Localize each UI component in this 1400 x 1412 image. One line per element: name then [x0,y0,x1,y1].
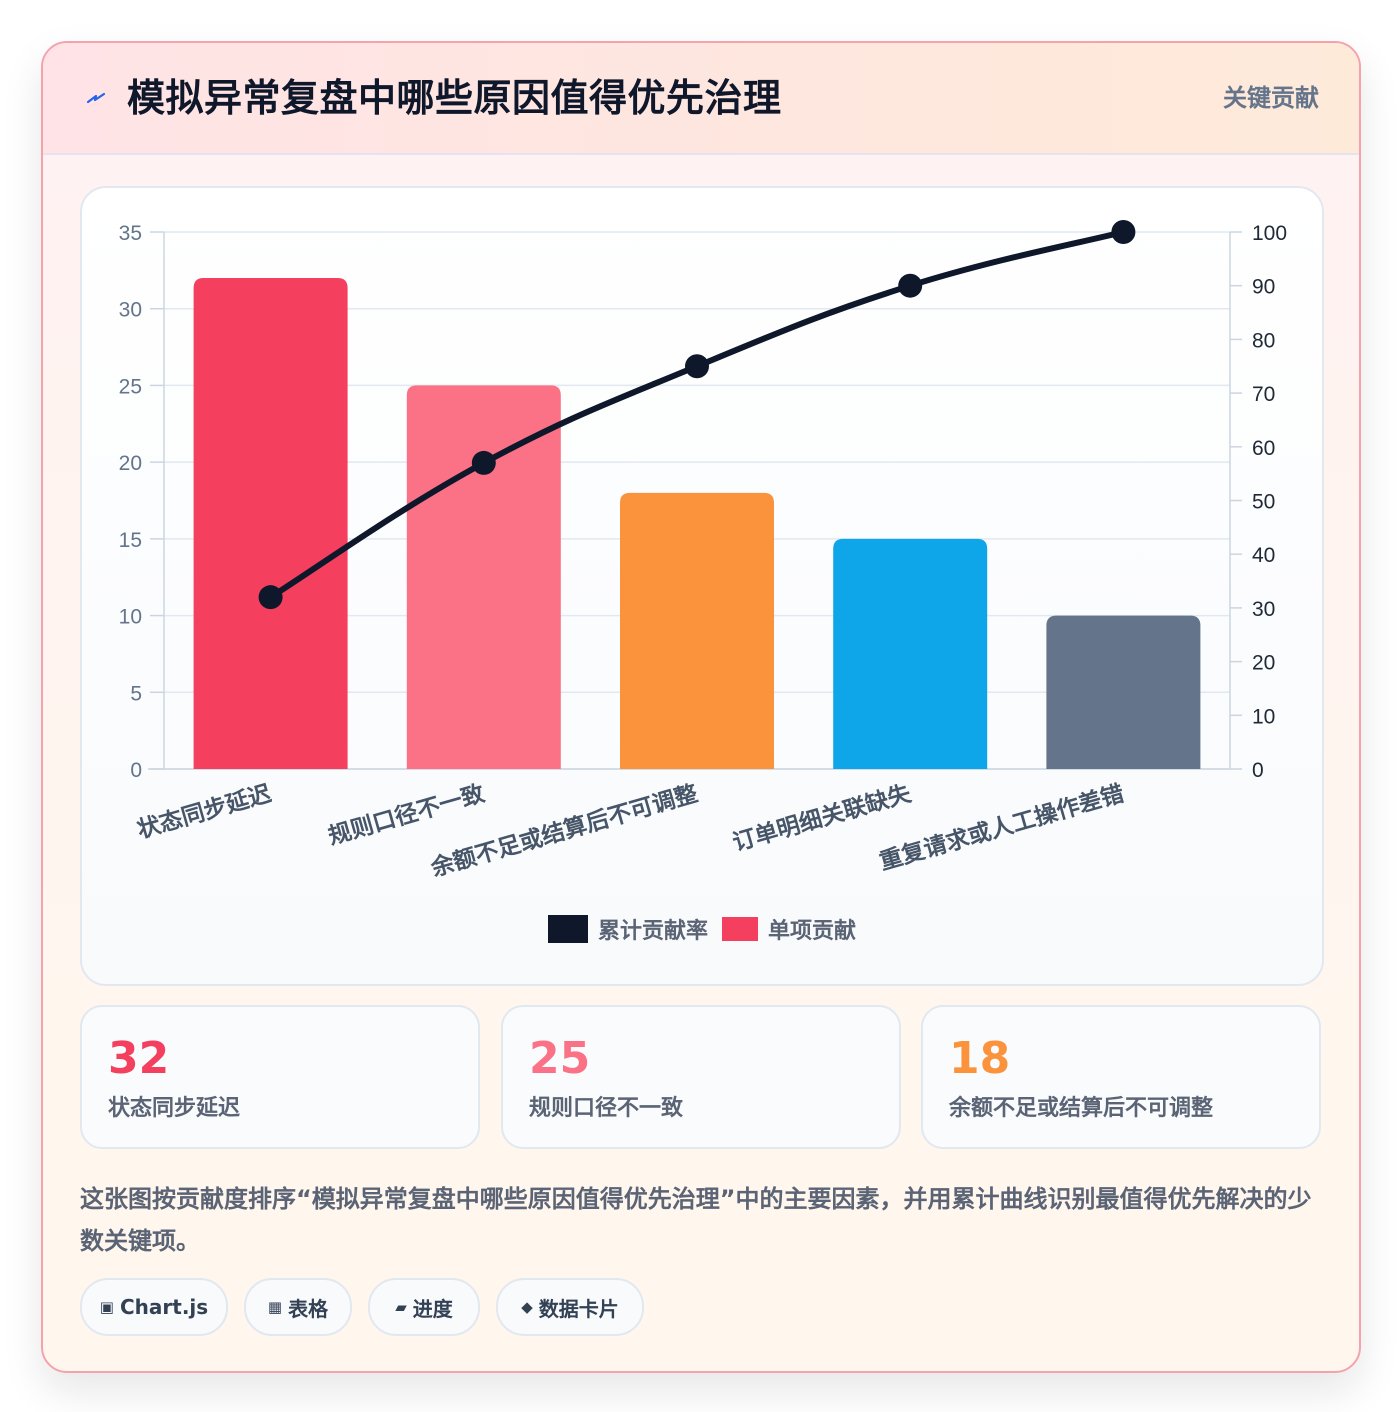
stat-value: 25 [529,1033,591,1084]
y2-tick-label: 20 [1252,652,1275,675]
stat-card: 25 规则口径不一致 [501,1005,901,1149]
cumulative-point [685,354,709,379]
tag-label: 表格 [288,1296,329,1321]
stat-label: 规则口径不一致 [529,1096,684,1121]
y-tick-label: 20 [119,452,142,475]
tag-label: 数据卡片 [538,1296,619,1321]
y-tick-label: 35 [119,222,142,245]
legend-swatch-single [722,917,758,941]
bar [833,538,988,769]
tag-label: 进度 [412,1296,453,1321]
cumulative-point [258,585,283,610]
stat-label: 余额不足或结算后不可调整 [949,1096,1214,1121]
bar [193,278,348,769]
legend-label-cumulative: 累计贡献率 [597,919,708,944]
cumulative-point [898,273,923,298]
y-tick-label: 0 [130,759,142,782]
lightning-icon [86,92,106,104]
key-contribution-badge: 关键贡献 [1223,84,1319,112]
y-tick-label: 10 [119,606,142,629]
legend-label-single: 单项贡献 [768,919,857,944]
y2-tick-label: 60 [1252,437,1275,460]
chart-panel: 0 5 10 15 20 25 30 35 0 10 20 30 40 50 60 70 80 90 100 状态同步… [80,186,1324,986]
y2-tick-label: 70 [1252,383,1275,406]
tag-progress[interactable]: ▰ 进度 [368,1278,480,1336]
tag-table[interactable]: ▦ 表格 [244,1278,352,1336]
y-tick-label: 25 [119,375,142,398]
stat-label: 状态同步延迟 [108,1096,241,1121]
y-tick-label: 15 [119,529,142,552]
stat-card: 18 余额不足或结算后不可调整 [921,1005,1321,1149]
stat-value: 18 [949,1033,1011,1084]
pareto-chart: 0 5 10 15 20 25 30 35 0 10 20 30 40 50 60 70 80 90 100 状态同步… [119,220,1287,882]
stat-card: 32 状态同步延迟 [80,1005,480,1149]
x-tick-label: 状态同步延迟 [134,780,274,844]
stat-cards: 32 状态同步延迟 25 规则口径不一致 18 余额不足或结算后不可调整 [80,1005,1324,1149]
y2-tick-label: 0 [1252,759,1264,782]
card-header: 模拟异常复盘中哪些原因值得优先治理 关键贡献 [43,43,1359,155]
bar [1046,615,1201,769]
legend-item-cumulative[interactable]: 累计贡献率 [547,913,708,945]
progress-icon: ▰ [395,1298,407,1316]
y2-tick-label: 100 [1252,222,1287,245]
tag-label: Chart.js [119,1295,209,1319]
y2-tick-label: 10 [1252,705,1275,728]
x-tick-label: 订单明细关联缺失 [730,780,915,857]
y-tick-label: 5 [130,682,142,705]
chart-card: 模拟异常复盘中哪些原因值得优先治理 关键贡献 0 5 10 15 20 25 30 35 0 10… [41,41,1361,1373]
y2-tick-label: 40 [1252,544,1275,567]
cumulative-point [1111,220,1136,244]
legend-item-single[interactable]: 单项贡献 [722,913,856,945]
cumulative-point [471,450,496,475]
legend-swatch-cumulative [547,915,588,943]
data-card-icon: ◆ [521,1298,533,1316]
y2-tick-label: 50 [1252,491,1275,514]
y2-tick-label: 30 [1252,598,1275,621]
chart-icon: ▣ [99,1298,114,1316]
tag-chartjs[interactable]: ▣ Chart.js [80,1278,228,1336]
chart-description: 这张图按贡献度排序“模拟异常复盘中哪些原因值得优先治理”中的主要因素，并用累计曲… [80,1185,1312,1255]
chart-legend: 累计贡献率 单项贡献 [82,913,1322,945]
page-title: 模拟异常复盘中哪些原因值得优先治理 [127,76,782,120]
stat-value: 32 [108,1033,170,1084]
y2-tick-label: 90 [1252,276,1275,299]
x-tick-label: 规则口径不一致 [325,780,488,851]
y2-tick-label: 80 [1252,329,1275,352]
tag-data-card[interactable]: ◆ 数据卡片 [496,1278,644,1336]
x-tick-label: 重复请求或人工操作差错 [876,780,1127,876]
table-icon: ▦ [267,1298,283,1316]
bar [620,492,774,769]
bar [406,385,561,769]
y-tick-label: 30 [119,299,142,322]
